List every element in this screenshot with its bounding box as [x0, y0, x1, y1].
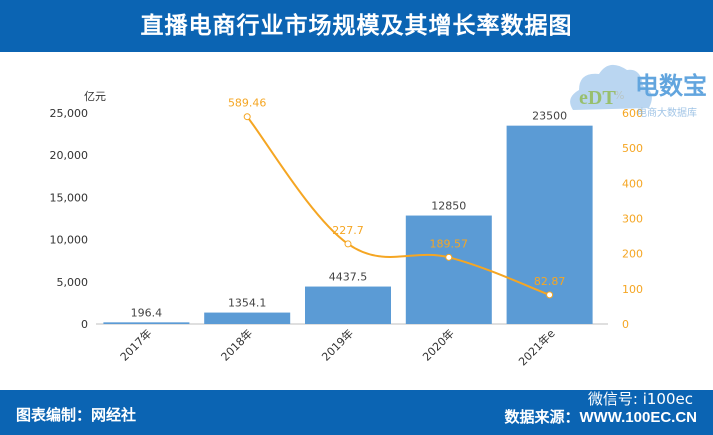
- x-tick-label: 2018年: [218, 326, 255, 363]
- bar-label: 4437.5: [329, 271, 368, 284]
- footer-editor: 图表编制：网经社: [16, 406, 137, 424]
- left-tick-label: 15,000: [50, 191, 89, 204]
- line-point: [445, 253, 453, 261]
- right-tick-label: 400: [622, 177, 643, 190]
- bar: [405, 215, 492, 324]
- bar: [103, 322, 190, 324]
- bar-label: 23500: [532, 110, 567, 123]
- right-tick-label: 100: [622, 283, 643, 296]
- left-tick-label: 25,000: [50, 107, 89, 120]
- bar-label: 196.4: [131, 306, 163, 319]
- bar: [305, 286, 391, 324]
- logo: eDT 电数宝 电商大数据库: [565, 58, 713, 128]
- x-tick-label: 2021年e: [515, 326, 557, 368]
- svg-text:电数宝: 电数宝: [635, 72, 707, 100]
- line-label: 189.57: [430, 237, 469, 250]
- line-point: [344, 240, 352, 248]
- left-tick-label: 20,000: [50, 149, 89, 162]
- line-label: 589.46: [228, 97, 267, 110]
- x-tick-label: 2017年: [117, 326, 154, 363]
- line-label: 82.87: [534, 275, 566, 288]
- x-tick-label: 2020年: [419, 326, 456, 363]
- bar-label: 12850: [431, 200, 466, 213]
- right-tick-label: 300: [622, 213, 643, 226]
- left-axis-unit: 亿元: [84, 90, 106, 103]
- right-tick-label: 600: [622, 107, 643, 120]
- chart-title: 直播电商行业市场规模及其增长率数据图: [0, 0, 713, 52]
- svg-text:eDT: eDT: [579, 87, 616, 109]
- growth-line: [246, 116, 550, 296]
- svg-text:电商大数据库: 电商大数据库: [637, 106, 697, 119]
- left-tick-label: 0: [81, 318, 88, 331]
- footer: 图表编制：网经社 微信号: i100ec 数据来源：WWW.100EC.CN: [0, 390, 713, 435]
- line-point: [243, 113, 251, 121]
- left-tick-label: 10,000: [50, 234, 89, 247]
- bar-label: 1354.1: [228, 297, 267, 310]
- right-tick-label: 200: [622, 248, 643, 261]
- footer-source: 数据来源：WWW.100EC.CN: [504, 409, 697, 426]
- bar: [506, 125, 593, 324]
- left-tick-label: 5,000: [57, 276, 89, 289]
- chart: 亿元%05,00010,00015,00020,00025,0000100200…: [50, 89, 644, 368]
- line-label: 227.7: [332, 224, 364, 237]
- x-tick-label: 2019年: [319, 326, 356, 363]
- right-tick-label: 0: [622, 318, 629, 331]
- right-tick-label: 500: [622, 142, 643, 155]
- bar: [204, 312, 291, 324]
- line-point: [546, 291, 554, 299]
- wechat-id: 微信号: i100ec: [587, 390, 693, 408]
